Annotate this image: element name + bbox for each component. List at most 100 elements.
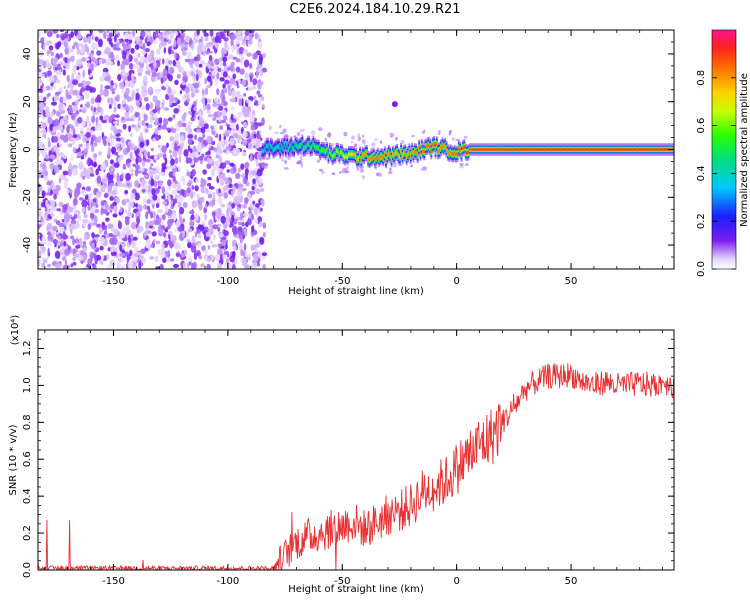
- noise-speck: [257, 134, 262, 139]
- noise-speck: [115, 47, 121, 51]
- noise-speck: [212, 147, 218, 152]
- noise-speck: [163, 232, 166, 238]
- noise-speck: [155, 134, 160, 141]
- noise-speck: [153, 113, 157, 119]
- noise-speck: [229, 77, 236, 85]
- noise-speck: [91, 232, 95, 238]
- noise-speck: [204, 255, 208, 262]
- noise-speck: [219, 77, 225, 82]
- ridge-segment: [529, 148, 532, 151]
- noise-speck: [176, 37, 182, 46]
- noise-speck: [162, 257, 167, 264]
- noise-speck: [170, 45, 173, 50]
- noise-speck: [135, 100, 140, 107]
- noise-speck: [49, 123, 53, 132]
- noise-speck: [200, 126, 206, 134]
- noise-speck: [225, 145, 231, 151]
- noise-speck: [161, 166, 167, 170]
- noise-speck: [39, 209, 43, 214]
- noise-speck: [167, 194, 171, 201]
- noise-speck: [94, 36, 99, 42]
- noise-speck: [47, 234, 54, 243]
- noise-speck: [245, 35, 250, 41]
- ridge-segment: [275, 146, 278, 150]
- noise-speck: [170, 205, 175, 210]
- noise-speck: [103, 230, 108, 235]
- noise-speck: [147, 151, 150, 159]
- noise-speck: [231, 214, 235, 223]
- noise-speck: [61, 219, 65, 223]
- noise-speck: [231, 225, 238, 234]
- noise-speck: [59, 86, 63, 93]
- noise-speck: [220, 215, 226, 224]
- noise-speck: [182, 218, 185, 223]
- noise-speck: [235, 58, 241, 63]
- noise-speck: [87, 62, 91, 69]
- noise-speck: [240, 257, 246, 262]
- noise-speck: [125, 182, 131, 187]
- noise-speck: [250, 170, 257, 176]
- noise-speck: [54, 118, 60, 127]
- noise-speck: [72, 146, 76, 154]
- noise-speck: [89, 251, 94, 260]
- noise-speck: [152, 108, 158, 114]
- noise-speck: [171, 182, 176, 189]
- noise-speck: [140, 30, 146, 38]
- noise-speck: [145, 211, 149, 220]
- ridge-segment: [582, 148, 585, 151]
- noise-speck: [201, 221, 206, 225]
- noise-speck: [244, 264, 250, 269]
- noise-speck: [175, 60, 181, 68]
- noise-speck: [232, 44, 238, 50]
- noise-speck: [205, 188, 209, 194]
- noise-speck: [188, 210, 195, 214]
- noise-speck: [196, 30, 200, 36]
- noise-speck: [87, 142, 90, 150]
- noise-speck: [243, 37, 246, 44]
- noise-speck: [116, 172, 120, 181]
- noise-speck: [150, 178, 155, 187]
- noise-speck: [72, 79, 79, 86]
- noise-speck: [91, 206, 96, 210]
- noise-speck: [104, 85, 111, 90]
- noise-speck: [78, 197, 84, 201]
- noise-speck: [246, 105, 252, 114]
- ridge-segment: [401, 154, 404, 158]
- ridge-segment: [361, 153, 364, 157]
- noise-speck: [219, 149, 223, 155]
- noise-speck: [132, 236, 138, 241]
- faint-speck: [410, 164, 413, 168]
- noise-speck: [81, 206, 86, 214]
- noise-speck: [47, 240, 52, 247]
- noise-speck: [237, 167, 241, 173]
- ridge-segment: [510, 148, 512, 151]
- noise-speck: [166, 142, 169, 148]
- ridge-segment: [482, 148, 485, 151]
- noise-speck: [256, 168, 263, 177]
- ridge-segment: [441, 143, 444, 148]
- noise-speck: [154, 127, 159, 135]
- faint-speck: [284, 167, 289, 170]
- noise-speck: [112, 99, 117, 107]
- noise-speck: [203, 226, 209, 232]
- noise-speck: [76, 65, 80, 71]
- noise-speck: [107, 97, 110, 104]
- ridge-segment: [398, 155, 401, 159]
- noise-speck: [106, 253, 110, 260]
- noise-speck: [145, 70, 151, 75]
- noise-speck: [237, 30, 242, 35]
- ridge-segment: [354, 154, 357, 158]
- noise-speck: [64, 58, 68, 64]
- noise-speck: [114, 228, 119, 235]
- noise-speck: [161, 214, 166, 221]
- noise-speck: [69, 189, 73, 195]
- ridge-segment: [286, 142, 289, 146]
- noise-speck: [209, 200, 215, 208]
- ridge-segment: [301, 141, 304, 145]
- noise-speck: [98, 30, 104, 34]
- noise-speck: [217, 227, 221, 232]
- noise-speck: [134, 168, 139, 177]
- noise-speck: [113, 205, 118, 213]
- noise-speck: [190, 91, 195, 98]
- ridge-segment: [278, 144, 280, 149]
